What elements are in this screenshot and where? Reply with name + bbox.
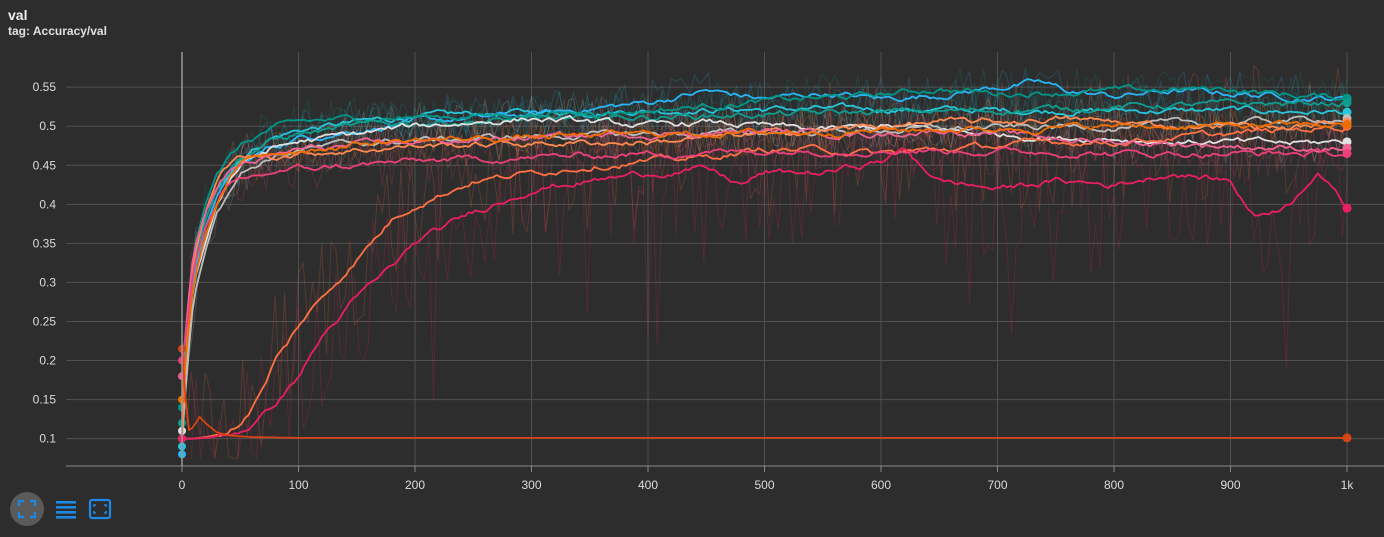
series-line[interactable] bbox=[181, 119, 1347, 400]
fit-domain-icon bbox=[17, 499, 37, 519]
series-line[interactable] bbox=[181, 348, 1346, 439]
y-tick-label: 0.45 bbox=[33, 158, 57, 172]
y-tick-label: 0.5 bbox=[39, 119, 56, 133]
series-raw-line bbox=[181, 97, 1348, 450]
series-line[interactable] bbox=[182, 125, 1347, 440]
series-line[interactable] bbox=[181, 98, 1347, 424]
series-end-point[interactable] bbox=[1342, 107, 1352, 117]
card-header: val tag: Accuracy/val bbox=[8, 6, 107, 39]
series-raw-line bbox=[181, 98, 1348, 426]
series-end-point[interactable] bbox=[1342, 98, 1352, 108]
series-line[interactable] bbox=[181, 146, 1346, 361]
series-line[interactable] bbox=[181, 127, 1347, 377]
series-layer bbox=[178, 78, 1352, 459]
y-tick-label: 0.35 bbox=[33, 236, 57, 250]
series-end-point[interactable] bbox=[1342, 120, 1352, 130]
series-end-point[interactable] bbox=[1342, 433, 1352, 443]
y-tick-label: 0.1 bbox=[39, 432, 56, 446]
y-tick-label: 0.55 bbox=[33, 80, 57, 94]
y-tick-label: 0.15 bbox=[33, 393, 57, 407]
x-tick-label: 100 bbox=[288, 478, 308, 492]
series-raw-line bbox=[181, 83, 1348, 439]
x-tick-label: 800 bbox=[1104, 478, 1124, 492]
x-tick-label: 400 bbox=[638, 478, 658, 492]
series-line[interactable] bbox=[182, 147, 1347, 440]
series-end-point[interactable] bbox=[1342, 203, 1352, 213]
toggle-y-log-button[interactable] bbox=[54, 492, 78, 526]
series-line[interactable] bbox=[181, 114, 1346, 431]
y-tick-label: 0.2 bbox=[39, 354, 56, 368]
series-end-point[interactable] bbox=[1342, 137, 1352, 147]
list-lines-icon bbox=[56, 501, 76, 519]
x-tick-label: 900 bbox=[1220, 478, 1240, 492]
fit-domain-button[interactable] bbox=[10, 492, 44, 526]
x-tick-label: 300 bbox=[521, 478, 541, 492]
zoom-box-button[interactable] bbox=[88, 492, 112, 526]
x-tick-label: 1k bbox=[1341, 478, 1355, 492]
x-tick-label: 0 bbox=[179, 478, 186, 492]
series-end-point[interactable] bbox=[1342, 149, 1352, 159]
series-raw-line bbox=[181, 64, 1348, 459]
zoom-box-icon bbox=[88, 498, 112, 520]
x-tick-label: 200 bbox=[405, 478, 425, 492]
card-tag: tag: Accuracy/val bbox=[8, 24, 107, 38]
y-tick-label: 0.25 bbox=[33, 314, 57, 328]
series-line[interactable] bbox=[181, 101, 1346, 447]
series-line[interactable] bbox=[181, 115, 1346, 439]
chart-toolbar bbox=[10, 492, 112, 526]
y-tick-label: 0.3 bbox=[39, 275, 56, 289]
axis-layer: 0.1 0.15 0.2 0.25 0.3 0.35 0.4 0.45 0.5 0.55 0 100 2… bbox=[33, 52, 1384, 492]
x-tick-label: 500 bbox=[754, 478, 774, 492]
y-tick-label: 0.4 bbox=[39, 197, 56, 211]
card-title: val bbox=[8, 7, 28, 23]
x-tick-label: 600 bbox=[871, 478, 891, 492]
x-tick-label: 700 bbox=[987, 478, 1007, 492]
